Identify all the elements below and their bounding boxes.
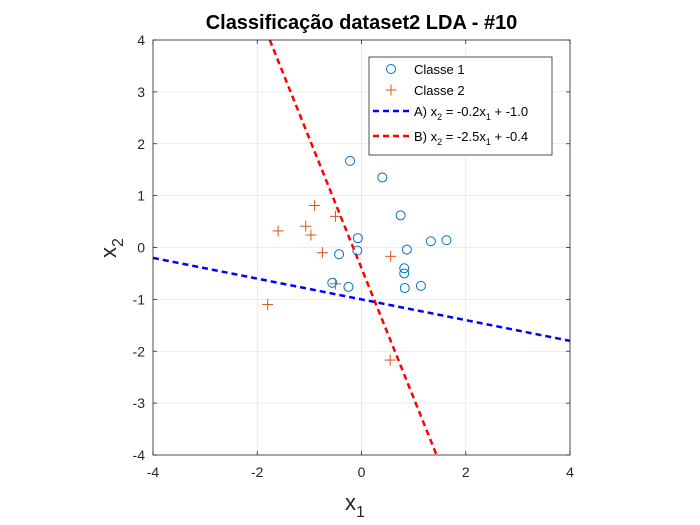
tick-label-y-8: 4 — [137, 32, 145, 48]
point-classe-1-12 — [343, 281, 354, 292]
legend-label-classe-2: Classe 2 — [414, 83, 465, 98]
point-classe-1-1 — [377, 172, 388, 183]
decision-line-b — [268, 39, 438, 456]
point-classe-2-1 — [300, 220, 312, 232]
x-axis-label-base: x — [345, 490, 356, 515]
y-axis-label-sub: 2 — [110, 238, 127, 247]
x-axis-label: x1 — [345, 490, 365, 521]
decision-line-a — [152, 256, 571, 343]
legend: Classe 1 Classe 2 A) x2 = -0.2x1 + -1.0 … — [368, 56, 553, 156]
tick-label-y-3: -1 — [133, 291, 146, 307]
point-classe-1-9 — [399, 263, 410, 274]
point-classe-2-3 — [305, 229, 317, 241]
point-classe-1-6 — [425, 236, 436, 247]
decision-lines — [152, 39, 571, 456]
x-axis-label-sub: 1 — [356, 504, 365, 521]
point-classe-1-8 — [334, 249, 345, 260]
y-axis-label: x2 — [96, 238, 127, 258]
point-classe-2-2 — [309, 199, 321, 211]
tick-label-y-2: -2 — [133, 343, 146, 359]
point-classe-1-2 — [395, 210, 406, 221]
tick-label-x-0: -4 — [147, 464, 160, 480]
point-classe-1-5 — [401, 244, 412, 255]
y-axis-label-base: x — [96, 247, 121, 258]
point-classe-1-4 — [352, 245, 363, 256]
legend-marker-classe-2 — [385, 84, 397, 96]
point-classe-1-10 — [399, 268, 410, 279]
point-classe-2-8 — [329, 278, 341, 290]
tick-label-x-3: 2 — [462, 464, 470, 480]
legend-label-line-b: B) x2 = -2.5x1 + -0.4 — [414, 129, 528, 147]
point-classe-1-14 — [415, 280, 426, 291]
legend-label-line-a: A) x2 = -0.2x1 + -1.0 — [414, 104, 528, 122]
point-classe-1-13 — [399, 282, 410, 293]
data-points — [262, 155, 452, 366]
tick-label-y-1: -3 — [133, 395, 146, 411]
point-classe-2-0 — [272, 225, 284, 237]
tick-label-y-4: 0 — [137, 240, 145, 256]
tick-label-y-7: 3 — [137, 84, 145, 100]
tick-label-x-4: 4 — [566, 464, 574, 480]
tick-labels: -4 -2 0 2 4 -4 -3 -2 -1 0 1 2 3 4 — [133, 32, 575, 480]
legend-label-classe-1: Classe 1 — [414, 62, 465, 77]
tick-label-y-5: 1 — [137, 188, 145, 204]
point-classe-1-3 — [352, 233, 363, 244]
point-classe-2-6 — [385, 250, 397, 262]
tick-label-x-2: 0 — [358, 464, 366, 480]
legend-marker-classe-1 — [386, 64, 396, 74]
point-classe-1-7 — [441, 235, 452, 246]
point-classe-2-7 — [262, 299, 274, 311]
point-classe-1-11 — [327, 277, 338, 288]
point-classe-1-0 — [345, 155, 356, 166]
chart-title: Classificação dataset2 LDA - #10 — [206, 12, 518, 34]
tick-label-y-0: -4 — [133, 447, 146, 463]
point-classe-2-4 — [316, 247, 328, 259]
tick-marks — [152, 39, 571, 456]
legend-box — [368, 56, 553, 156]
tick-label-x-1: -2 — [251, 464, 264, 480]
tick-label-y-6: 2 — [137, 136, 145, 152]
point-classe-2-9 — [384, 354, 396, 366]
point-classe-2-5 — [329, 210, 341, 222]
